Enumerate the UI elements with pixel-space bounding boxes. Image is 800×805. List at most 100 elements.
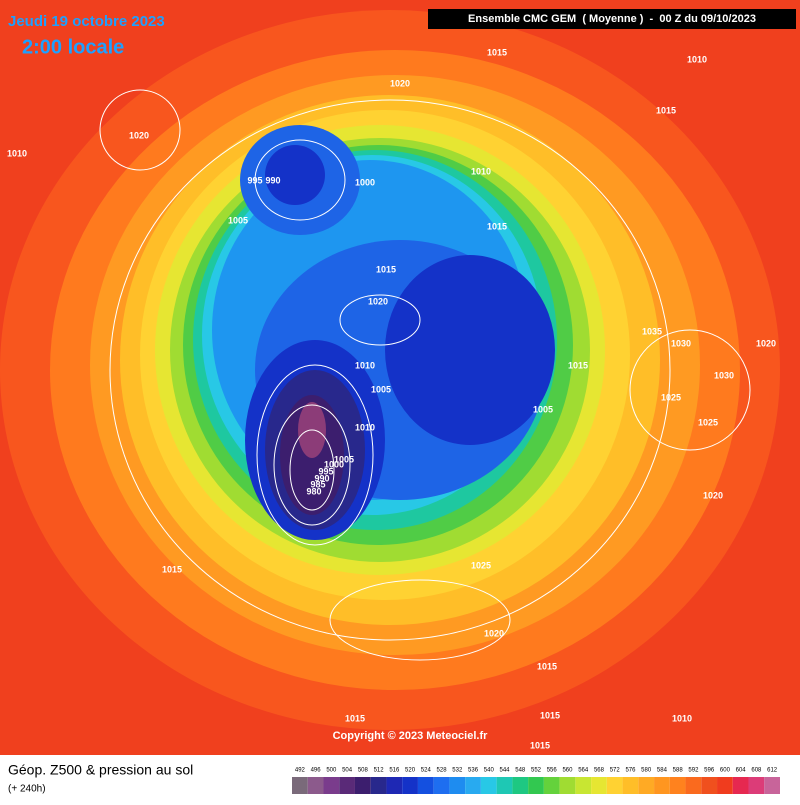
isobar-label: 1020 bbox=[484, 628, 504, 638]
legend-label: 520 bbox=[405, 768, 416, 774]
legend-label: 512 bbox=[374, 768, 385, 774]
isobar-label: 1035 bbox=[642, 326, 662, 336]
legend-swatch bbox=[449, 777, 466, 794]
legend-swatch bbox=[433, 777, 450, 794]
isobar-label: 1025 bbox=[698, 417, 718, 427]
isobar-label: 1010 bbox=[471, 166, 491, 176]
legend-label: 568 bbox=[594, 768, 605, 774]
legend-label: 560 bbox=[562, 768, 573, 774]
isobar-label: 1010 bbox=[7, 148, 27, 158]
legend-label: 508 bbox=[358, 768, 369, 774]
isobar-label: 1015 bbox=[656, 105, 676, 115]
legend-label: 572 bbox=[610, 768, 621, 774]
legend-swatch bbox=[606, 777, 623, 794]
isobar-label: 1015 bbox=[162, 564, 182, 574]
legend-swatch bbox=[701, 777, 718, 794]
legend-swatch bbox=[354, 777, 371, 794]
local-time: 2:00 locale bbox=[22, 36, 124, 58]
legend-label: 528 bbox=[437, 768, 448, 774]
legend-label: 532 bbox=[452, 768, 463, 774]
legend-label: 524 bbox=[421, 768, 432, 774]
legend-swatch bbox=[370, 777, 387, 794]
legend-label: 612 bbox=[767, 768, 778, 774]
legend-swatch bbox=[685, 777, 702, 794]
lead-time: (+ 240h) bbox=[8, 784, 46, 795]
legend-swatch bbox=[465, 777, 481, 794]
color-legend: 492 496 500 504 508 512 516 520 524 528 532 536 540 5… bbox=[292, 768, 780, 794]
legend-swatch bbox=[559, 777, 576, 794]
isobar-label: 1015 bbox=[487, 221, 507, 231]
isobar-label: 1015 bbox=[376, 264, 396, 274]
legend-swatch bbox=[748, 777, 765, 794]
legend-label: 596 bbox=[704, 768, 715, 774]
isobar-label: 1025 bbox=[471, 560, 491, 570]
legend-swatch bbox=[732, 777, 749, 794]
legend-swatch bbox=[764, 777, 780, 794]
isobar-label: 1020 bbox=[703, 490, 723, 500]
isobar-label: 1030 bbox=[714, 370, 734, 380]
isobar-label: 1000 bbox=[324, 459, 344, 469]
legend-label: 552 bbox=[531, 768, 542, 774]
isobar-label: 1015 bbox=[530, 740, 550, 750]
isobar-label: 1005 bbox=[334, 454, 354, 464]
isobar-label: 1010 bbox=[672, 713, 692, 723]
legend-swatch bbox=[292, 777, 308, 794]
isobar-label: 980 bbox=[306, 486, 321, 496]
legend-label: 536 bbox=[468, 768, 479, 774]
legend-swatch bbox=[638, 777, 655, 794]
date: Jeudi 19 octobre 2023 bbox=[8, 13, 165, 30]
legend-label: 588 bbox=[673, 768, 684, 774]
legend-label: 492 bbox=[295, 768, 306, 774]
isobar-label: 990 bbox=[314, 473, 329, 483]
legend-swatch bbox=[528, 777, 544, 794]
legend-label: 516 bbox=[389, 768, 400, 774]
isobar-label: 1020 bbox=[390, 78, 410, 88]
legend-label: 604 bbox=[736, 768, 747, 774]
legend-label: 576 bbox=[625, 768, 636, 774]
legend-label: 584 bbox=[657, 768, 668, 774]
isobar-label: 1020 bbox=[368, 296, 388, 306]
legend-swatch bbox=[591, 777, 607, 794]
isobar-label: 1010 bbox=[687, 54, 707, 64]
legend-swatch bbox=[543, 777, 560, 794]
map-field bbox=[0, 0, 800, 755]
isobar-label: 995 bbox=[318, 466, 333, 476]
footer-title: Géop. Z500 & pression au sol bbox=[8, 762, 193, 778]
legend-swatch bbox=[323, 777, 340, 794]
legend-swatch bbox=[496, 777, 513, 794]
run-banner bbox=[428, 9, 796, 29]
isobar-label: 1010 bbox=[355, 422, 375, 432]
isobar-label: 1005 bbox=[228, 215, 248, 225]
run-info: Ensemble CMC GEM ( Moyenne ) - 00 Z du 0… bbox=[468, 13, 756, 25]
isobar-label: 1025 bbox=[661, 392, 681, 402]
legend-label: 564 bbox=[578, 768, 589, 774]
legend-swatch bbox=[669, 777, 686, 794]
isobar-label: 990 bbox=[265, 175, 280, 185]
isobar-label: 1010 bbox=[355, 360, 375, 370]
legend-swatch bbox=[402, 777, 418, 794]
legend-swatch bbox=[307, 777, 324, 794]
legend-label: 556 bbox=[547, 768, 558, 774]
isobar-label: 1030 bbox=[671, 338, 691, 348]
legend-swatch bbox=[417, 777, 434, 794]
legend-label: 608 bbox=[751, 768, 762, 774]
legend-label: 504 bbox=[342, 768, 353, 774]
copyright: Copyright © 2023 Meteociel.fr bbox=[333, 730, 489, 742]
legend-label: 500 bbox=[326, 768, 337, 774]
isobar-label: 1000 bbox=[355, 177, 375, 187]
legend-label: 580 bbox=[641, 768, 652, 774]
isobar-label: 1020 bbox=[129, 130, 149, 140]
isobar-label: 1015 bbox=[540, 710, 560, 720]
isobar-label: 1015 bbox=[568, 360, 588, 370]
isobar-label: 985 bbox=[310, 479, 325, 489]
legend-swatch bbox=[480, 777, 497, 794]
legend-label: 544 bbox=[500, 768, 511, 774]
legend-swatch bbox=[386, 777, 403, 794]
isobar-label: 1005 bbox=[533, 404, 553, 414]
legend-swatch bbox=[717, 777, 733, 794]
isobar-label: 1015 bbox=[487, 47, 507, 57]
legend-label: 496 bbox=[311, 768, 322, 774]
legend-label: 548 bbox=[515, 768, 526, 774]
